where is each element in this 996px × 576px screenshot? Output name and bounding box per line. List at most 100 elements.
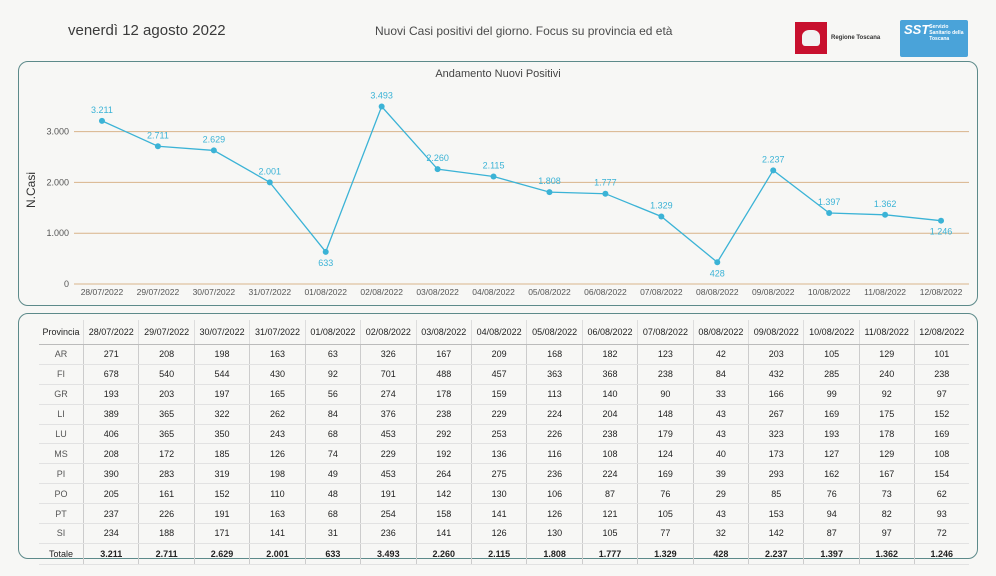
table-cell: 1.397 — [803, 542, 860, 565]
table-cell: 238 — [581, 424, 638, 445]
table-cell: 236 — [360, 523, 417, 544]
table-cell: 72 — [913, 523, 969, 544]
table-cell: 153 — [748, 503, 804, 525]
table-cell: 271 — [82, 344, 139, 365]
table-cell: 197 — [193, 384, 250, 405]
table-cell: 127 — [803, 443, 860, 465]
table-column-header: 29/07/2022 — [138, 320, 195, 345]
table-cell: 322 — [193, 404, 250, 425]
table-cell: 2.115 — [470, 542, 527, 565]
y-tick-label: 3.000 — [46, 127, 69, 137]
table-cell: 136 — [470, 443, 527, 465]
table-cell: 169 — [637, 463, 694, 485]
regione-toscana-label: Regione Toscana — [831, 35, 881, 41]
table-row: GR 193 203 197 165 56 274 178 159 113 140 90 33 166 99… — [39, 384, 969, 405]
table-cell: 179 — [637, 424, 694, 445]
table-cell: 39 — [692, 463, 749, 485]
table-cell: 140 — [581, 384, 638, 405]
x-tick-label: 12/08/2022 — [920, 287, 963, 297]
table-row: AR 271 208 198 163 63 326 167 209 168 182 123 42 203 1… — [39, 344, 969, 365]
data-point — [490, 173, 497, 180]
x-tick-label: 29/07/2022 — [137, 287, 180, 297]
table-cell: 191 — [193, 503, 250, 525]
table-header-row: Provincia 28/07/2022 29/07/2022 30/07/2022 3… — [39, 320, 969, 345]
table-cell: 193 — [82, 384, 139, 405]
x-tick-label: 06/08/2022 — [584, 287, 627, 297]
table-column-header: 07/08/2022 — [637, 320, 694, 345]
sst-mark: SST — [904, 22, 930, 37]
table-cell: 389 — [82, 404, 139, 425]
table-cell: 188 — [138, 523, 195, 544]
table-cell: 101 — [913, 344, 969, 365]
sst-text: Servizio Sanitario della Toscana — [929, 24, 964, 42]
y-axis-label: N.Casi — [24, 172, 38, 208]
table-cell: 234 — [82, 523, 139, 544]
data-label: 2.115 — [483, 161, 505, 171]
row-label: AR — [39, 344, 84, 365]
table-column-header: 06/08/2022 — [581, 320, 638, 345]
table-cell: 208 — [82, 443, 139, 465]
row-label: PO — [39, 483, 84, 505]
x-tick-label: 07/08/2022 — [640, 287, 683, 297]
x-tick-label: 09/08/2022 — [752, 287, 795, 297]
table-cell: 236 — [526, 463, 583, 485]
row-label: LU — [39, 424, 84, 445]
table-cell: 105 — [803, 344, 860, 365]
x-tick-label: 11/08/2022 — [864, 287, 906, 297]
table-cell: 323 — [748, 424, 804, 445]
table-cell: 182 — [581, 344, 638, 365]
row-label: MS — [39, 443, 84, 465]
table-cell: 171 — [193, 523, 250, 544]
table-cell: 540 — [138, 364, 195, 385]
y-tick-label: 1.000 — [46, 228, 69, 238]
table-cell: 90 — [637, 384, 694, 405]
table-cell: 163 — [249, 503, 306, 525]
table-cell: 254 — [360, 503, 417, 525]
table-cell: 453 — [360, 463, 417, 485]
table-cell: 105 — [637, 503, 694, 525]
y-tick-label: 2.000 — [46, 177, 69, 187]
table-cell: 161 — [138, 483, 195, 505]
table-cell: 262 — [249, 404, 306, 425]
table-cell: 326 — [360, 344, 417, 365]
data-label: 2.260 — [426, 153, 449, 163]
table-cell: 285 — [803, 364, 860, 385]
table-cell: 368 — [581, 364, 638, 385]
table-total-row: Totale 3.211 2.711 2.629 2.001 633 3.493 2.260 2… — [39, 542, 969, 565]
x-tick-label: 01/08/2022 — [304, 287, 347, 297]
series-line — [101, 105, 942, 264]
table-cell: 110 — [249, 483, 306, 505]
data-label: 1.777 — [594, 178, 617, 188]
table-cell: 169 — [803, 404, 860, 425]
table-cell: 168 — [526, 344, 583, 365]
x-tick-label: 31/07/2022 — [249, 287, 292, 297]
data-point — [770, 167, 777, 174]
table-row: PO 205 161 152 110 48 191 142 130 106 87 76 29 85 76 73… — [39, 483, 969, 505]
data-point — [826, 210, 833, 217]
header-date: venerdì 12 agosto 2022 — [68, 22, 226, 39]
table-cell: 175 — [858, 404, 915, 425]
table-column-header: 01/08/2022 — [304, 320, 361, 345]
table-cell: 76 — [637, 483, 694, 505]
table-column-header: 10/08/2022 — [803, 320, 860, 345]
table-cell: 121 — [581, 503, 638, 525]
table-cell: 229 — [470, 404, 527, 425]
table-cell: 2.260 — [415, 542, 472, 565]
table-cell: 363 — [526, 364, 583, 385]
table-cell: 203 — [748, 344, 804, 365]
table-cell: 162 — [803, 463, 860, 485]
table-column-header: 31/07/2022 — [249, 320, 306, 345]
table-cell: 237 — [82, 503, 139, 525]
table-cell: 68 — [304, 503, 361, 525]
table-cell: 238 — [913, 364, 969, 385]
table-cell: 43 — [692, 503, 749, 525]
table-cell: 48 — [304, 483, 361, 505]
table-cell: 173 — [748, 443, 804, 465]
table-cell: 158 — [415, 503, 472, 525]
data-point — [546, 189, 553, 196]
table-cell: 376 — [360, 404, 417, 425]
row-label: PT — [39, 503, 84, 525]
x-tick-label: 30/07/2022 — [193, 287, 236, 297]
x-tick-label: 10/08/2022 — [808, 287, 851, 297]
table-row: LI 389 365 322 262 84 376 238 229 224 204 148 43 267 1… — [39, 404, 969, 425]
